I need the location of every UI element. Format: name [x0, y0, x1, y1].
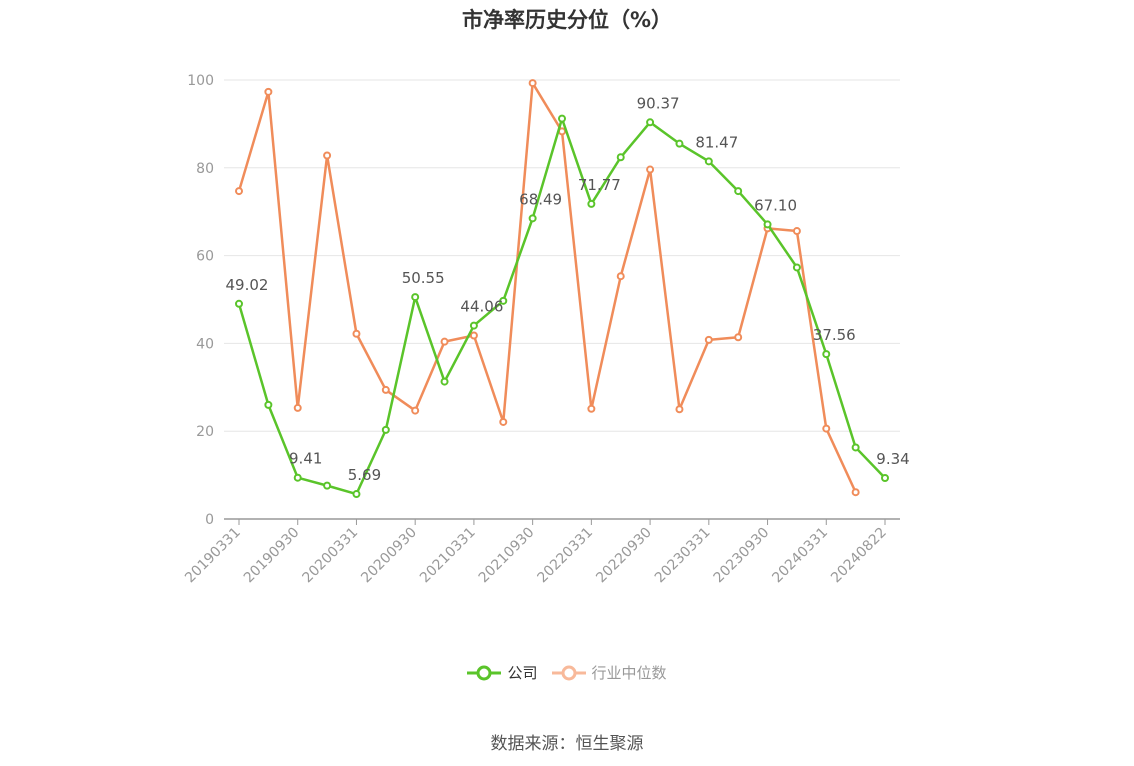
data-point-industry [704, 335, 713, 344]
x-axis: 2019033120190930202003312020093020210331… [182, 518, 900, 587]
data-point-company [704, 157, 713, 166]
data-label: 9.41 [289, 450, 322, 468]
data-label: 50.55 [402, 269, 445, 287]
data-labels: 49.02 9.41 5.69 50.55 44.06 68.49 71.77 90.37 81… [226, 94, 910, 484]
data-point-company [528, 214, 537, 223]
legend-item-company[interactable]: 公司 [467, 662, 538, 683]
data-label: 9.34 [876, 450, 909, 468]
data-point-company [587, 199, 596, 208]
chart-title: 市净率历史分位（%） [461, 8, 673, 32]
y-tick-label: 60 [196, 249, 214, 265]
legend-item-industry[interactable]: 行业中位数 [551, 662, 667, 683]
data-point-company [646, 118, 655, 127]
data-point-company [440, 377, 449, 386]
x-tick-label: 20220930 [593, 525, 655, 587]
data-point-industry [499, 417, 508, 426]
data-point-company [411, 293, 420, 302]
data-point-company [499, 296, 508, 305]
data-point-company [264, 400, 273, 409]
data-point-company [675, 139, 684, 148]
data-point-industry [646, 165, 655, 174]
data-point-industry [792, 227, 801, 236]
y-tick-label: 0 [205, 512, 214, 528]
data-point-industry [411, 406, 420, 415]
data-point-company [822, 350, 831, 359]
x-tick-label: 20230930 [711, 525, 773, 587]
series-line-company [237, 117, 886, 496]
y-tick-label: 40 [196, 336, 214, 352]
data-source: 数据来源：恒生聚源 [490, 734, 644, 754]
x-tick-label: 20210331 [417, 525, 479, 587]
data-point-industry [235, 187, 243, 196]
data-label: 37.56 [813, 326, 856, 344]
data-point-company [352, 490, 361, 499]
data-point-industry [352, 329, 361, 338]
data-point-company [792, 263, 801, 272]
x-tick-label: 20220331 [534, 525, 596, 587]
data-point-industry [675, 405, 684, 414]
data-point-industry [293, 403, 302, 412]
series-layer [235, 79, 889, 499]
y-tick-label: 20 [196, 424, 214, 440]
data-label: 71.77 [578, 176, 621, 194]
data-point-company [323, 481, 332, 490]
data-point-company [616, 153, 625, 162]
data-point-industry [528, 79, 537, 88]
legend-company-marker-icon [467, 665, 502, 680]
x-tick-label: 20200930 [358, 525, 420, 587]
y-tick-label: 100 [187, 73, 214, 89]
legend: 公司 行业中位数 [0, 662, 1134, 683]
data-point-industry [822, 424, 831, 433]
x-tick-label: 20240331 [769, 525, 831, 587]
data-label: 44.06 [460, 298, 503, 316]
data-point-industry [616, 272, 625, 281]
data-point-industry [264, 87, 273, 96]
data-point-company [558, 114, 566, 123]
data-point-industry [469, 331, 478, 340]
x-tick-label: 20210930 [476, 525, 538, 587]
x-tick-label: 20240822 [828, 525, 890, 587]
data-label: 68.49 [519, 190, 562, 208]
data-point-company [381, 425, 390, 434]
data-point-company [763, 220, 772, 229]
x-tick-label: 20230331 [652, 525, 714, 587]
data-point-company [235, 299, 243, 308]
legend-company-label: 公司 [507, 664, 538, 682]
legend-industry-label: 行业中位数 [591, 664, 667, 682]
series-line-industry [237, 81, 857, 493]
data-point-company [851, 443, 860, 452]
data-point-industry [851, 488, 860, 497]
data-point-industry [587, 404, 596, 413]
data-point-industry [381, 385, 390, 394]
data-point-company [293, 473, 302, 482]
x-tick-label: 20190331 [182, 525, 244, 587]
y-tick-label: 80 [196, 161, 214, 177]
data-label: 67.10 [754, 196, 797, 214]
legend-industry-marker-icon [551, 665, 586, 680]
data-point-company [469, 321, 478, 330]
x-tick-label: 20200331 [300, 525, 362, 587]
data-point-industry [734, 333, 743, 342]
data-point-company [881, 473, 889, 482]
data-point-company [734, 187, 743, 196]
data-label: 49.02 [226, 276, 269, 294]
data-label: 81.47 [695, 133, 738, 151]
x-tick-label: 20190930 [241, 525, 303, 587]
y-axis: 0 20 40 60 80 100 [187, 73, 214, 528]
data-point-industry [323, 151, 332, 160]
data-label: 90.37 [637, 94, 680, 112]
data-point-industry [440, 337, 449, 346]
data-label: 5.69 [348, 466, 381, 484]
